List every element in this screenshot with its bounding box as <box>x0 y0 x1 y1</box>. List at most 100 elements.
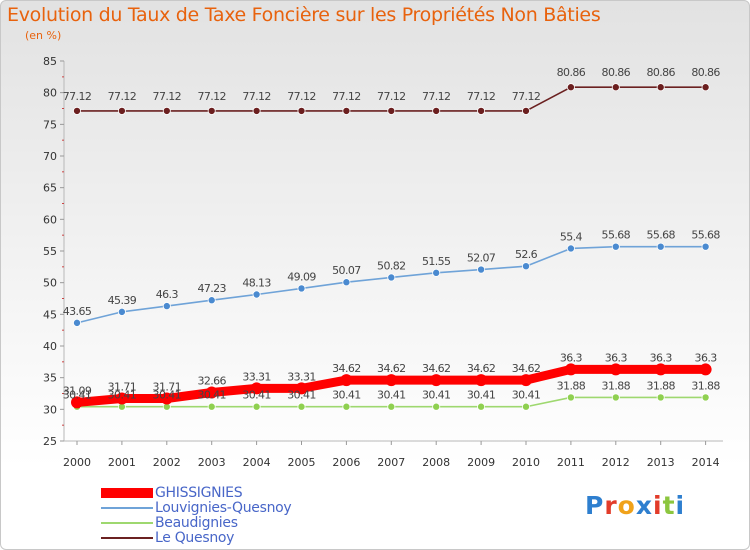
x-tick-label: 2000 <box>63 456 91 469</box>
legend-label-louvignies-quesnoy: Louvignies-Quesnoy <box>155 500 292 516</box>
data-label-le-quesnoy: 77.12 <box>197 90 226 103</box>
data-point-beaudignies <box>701 393 710 402</box>
data-label-beaudignies: 30.41 <box>287 389 316 402</box>
data-point-louvignies-quesnoy <box>701 242 710 251</box>
logo-letter: x <box>635 491 653 520</box>
data-point-louvignies-quesnoy <box>342 278 351 287</box>
logo-letter: o <box>617 491 636 520</box>
data-point-louvignies-quesnoy <box>73 318 82 327</box>
data-point-beaudignies <box>207 402 216 411</box>
data-label-ghissignies: 34.62 <box>422 362 451 375</box>
data-label-louvignies-quesnoy: 49.09 <box>287 270 316 283</box>
data-label-ghissignies: 31.09 <box>63 384 92 397</box>
data-label-beaudignies: 30.41 <box>332 389 361 402</box>
data-label-le-quesnoy: 77.12 <box>108 90 137 103</box>
x-tick-label: 2012 <box>602 456 630 469</box>
data-point-ghissignies <box>520 374 532 387</box>
data-point-ghissignies <box>609 363 622 376</box>
data-label-le-quesnoy: 77.12 <box>153 90 182 103</box>
data-label-beaudignies: 30.41 <box>467 389 496 402</box>
data-point-le-quesnoy <box>611 83 620 92</box>
data-label-le-quesnoy: 77.12 <box>332 90 361 103</box>
data-label-le-quesnoy: 80.86 <box>602 66 631 79</box>
data-point-louvignies-quesnoy <box>387 273 396 282</box>
data-point-le-quesnoy <box>297 106 306 115</box>
y-tick-label: 70 <box>43 150 57 163</box>
x-tick-label: 2001 <box>108 456 136 469</box>
data-point-le-quesnoy <box>117 106 126 115</box>
data-label-ghissignies: 36.3 <box>650 351 673 364</box>
data-label-ghissignies: 36.3 <box>695 351 718 364</box>
legend-swatch-le-quesnoy <box>101 537 153 539</box>
data-label-le-quesnoy: 77.12 <box>512 90 541 103</box>
data-label-beaudignies: 30.41 <box>422 389 451 402</box>
data-label-louvignies-quesnoy: 50.07 <box>332 264 361 277</box>
data-label-le-quesnoy: 77.12 <box>287 90 316 103</box>
data-label-beaudignies: 30.41 <box>197 389 226 402</box>
data-point-beaudignies <box>432 402 441 411</box>
data-label-beaudignies: 30.41 <box>512 389 541 402</box>
data-point-le-quesnoy <box>342 106 351 115</box>
data-label-ghissignies: 33.31 <box>287 370 316 383</box>
data-point-louvignies-quesnoy <box>207 296 216 305</box>
logo-letter: P <box>585 491 605 520</box>
data-point-ghissignies <box>475 374 488 387</box>
data-label-ghissignies: 34.62 <box>377 362 406 375</box>
data-label-ghissignies: 31.71 <box>153 381 182 394</box>
data-point-ghissignies <box>385 374 398 387</box>
logo-letter: i <box>675 491 686 520</box>
data-label-le-quesnoy: 77.12 <box>377 90 406 103</box>
data-point-beaudignies <box>387 402 396 411</box>
data-label-le-quesnoy: 80.86 <box>646 66 675 79</box>
data-point-ghissignies <box>340 374 353 387</box>
legend-label-beaudignies: Beaudignies <box>155 515 238 531</box>
data-label-louvignies-quesnoy: 52.07 <box>467 252 496 265</box>
data-label-louvignies-quesnoy: 48.13 <box>242 277 271 290</box>
data-point-beaudignies <box>477 402 486 411</box>
y-tick-label: 55 <box>43 245 57 258</box>
y-ticks: 25 30 35 40 45 50 55 60 65 70 75 80 85 <box>43 55 64 448</box>
data-point-ghissignies <box>205 386 218 399</box>
data-label-ghissignies: 33.31 <box>242 370 271 383</box>
data-point-beaudignies <box>297 402 306 411</box>
logo-letter: r <box>604 491 618 520</box>
data-label-louvignies-quesnoy: 55.4 <box>560 230 583 243</box>
x-tick-label: 2004 <box>243 456 271 469</box>
legend-swatch-louvignies-quesnoy <box>101 507 153 509</box>
data-label-louvignies-quesnoy: 50.82 <box>377 259 406 272</box>
logo-letter: t <box>662 491 676 520</box>
legend-swatch-ghissignies <box>101 488 153 498</box>
data-point-le-quesnoy <box>522 106 531 115</box>
chart-unit-label: (en %) <box>25 29 62 42</box>
data-point-le-quesnoy <box>387 106 396 115</box>
x-tick-label: 2007 <box>377 456 405 469</box>
data-label-beaudignies: 31.88 <box>646 379 675 392</box>
data-label-beaudignies: 30.41 <box>377 389 406 402</box>
data-label-louvignies-quesnoy: 51.55 <box>422 255 451 268</box>
y-tick-label: 25 <box>43 435 57 448</box>
data-label-ghissignies: 36.3 <box>560 351 583 364</box>
series-layer <box>71 83 712 411</box>
data-point-louvignies-quesnoy <box>522 262 531 271</box>
data-label-le-quesnoy: 77.12 <box>467 90 496 103</box>
data-point-ghissignies <box>699 363 712 376</box>
data-label-beaudignies: 31.88 <box>602 379 631 392</box>
data-point-beaudignies <box>611 393 620 402</box>
data-label-louvignies-quesnoy: 55.68 <box>646 229 675 242</box>
data-point-ghissignies <box>71 396 83 409</box>
data-point-beaudignies <box>656 393 665 402</box>
data-label-louvignies-quesnoy: 47.23 <box>197 282 226 295</box>
x-tick-label: 2008 <box>422 456 450 469</box>
data-label-beaudignies: 31.88 <box>557 379 586 392</box>
data-point-beaudignies <box>342 402 351 411</box>
data-point-le-quesnoy <box>252 106 261 115</box>
x-tick-label: 2003 <box>198 456 226 469</box>
data-label-beaudignies: 30.41 <box>242 389 271 402</box>
data-label-le-quesnoy: 77.12 <box>242 90 271 103</box>
legend-label-le-quesnoy: Le Quesnoy <box>155 530 235 546</box>
y-tick-label: 80 <box>43 87 57 100</box>
y-tick-label: 60 <box>43 213 57 226</box>
data-label-louvignies-quesnoy: 55.68 <box>602 229 631 242</box>
y-tick-label: 30 <box>43 403 57 416</box>
